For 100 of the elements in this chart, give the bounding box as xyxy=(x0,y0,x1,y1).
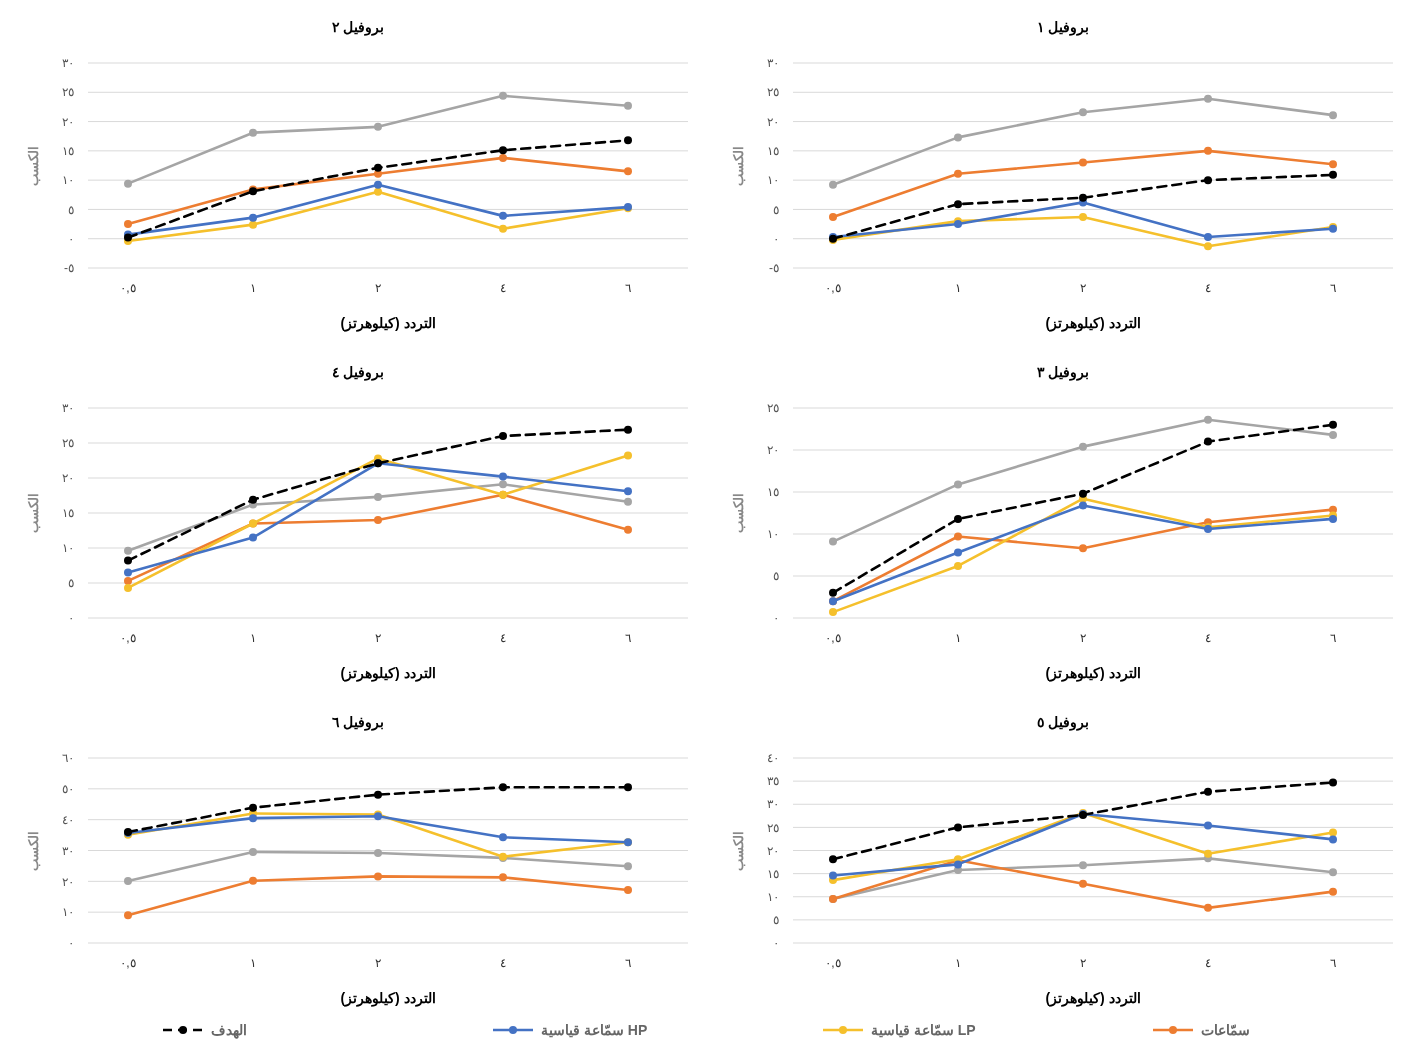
y-tick-label: ٢٠ xyxy=(767,843,779,858)
point xyxy=(954,860,962,869)
point xyxy=(1204,94,1212,103)
point xyxy=(954,169,962,178)
y-tick-label: ١٠ xyxy=(767,889,779,904)
y-tick-label: ٣٥ xyxy=(767,774,779,789)
y-tick-label: ٢٠ xyxy=(62,471,74,486)
y-tick-label: ٠ xyxy=(773,936,779,951)
point xyxy=(954,480,962,489)
point xyxy=(1329,778,1337,787)
point xyxy=(1079,193,1087,202)
point xyxy=(499,873,507,882)
point xyxy=(1329,111,1337,120)
y-tick-label: ٥ xyxy=(68,576,74,591)
point xyxy=(249,814,257,823)
point xyxy=(1079,501,1087,510)
point xyxy=(829,871,837,880)
x-axis-title: التردد (كيلوهرتز) xyxy=(340,315,436,332)
point xyxy=(1329,170,1337,179)
point xyxy=(374,163,382,172)
x-tick-label: ١ xyxy=(250,281,256,295)
y-tick-label: ١٠ xyxy=(62,905,74,920)
legend-label: سمّاعة قياسية HP xyxy=(541,1021,648,1038)
y-tick-label: ٢٥ xyxy=(767,820,779,835)
x-tick-label: ٤ xyxy=(500,631,506,645)
point xyxy=(624,487,632,496)
x-tick-label: ٠,٥ xyxy=(825,956,841,970)
y-tick-label: ١٠ xyxy=(767,527,779,542)
point xyxy=(1329,160,1337,169)
y-tick-label: ٢٠ xyxy=(767,114,779,129)
point xyxy=(829,608,837,617)
chart-title: بروفيل ٣ xyxy=(1036,364,1090,381)
y-tick-label: ٠ xyxy=(68,936,74,951)
x-tick-label: ٦ xyxy=(1330,631,1336,645)
point xyxy=(374,180,382,189)
x-tick-label: ٢ xyxy=(375,281,381,295)
point xyxy=(954,514,962,523)
y-tick-label: ٠ xyxy=(68,611,74,626)
x-tick-label: ٤ xyxy=(1205,281,1211,295)
y-axis-title: الكسب xyxy=(731,145,746,186)
x-tick-label: ٤ xyxy=(1205,956,1211,970)
point xyxy=(124,583,132,592)
y-tick-label: ٠ xyxy=(68,231,74,246)
point xyxy=(499,480,507,489)
point xyxy=(1204,242,1212,251)
x-tick-label: ٤ xyxy=(500,956,506,970)
point xyxy=(1329,835,1337,844)
y-tick-label: ٢٥ xyxy=(767,85,779,100)
point xyxy=(374,872,382,881)
point xyxy=(624,425,632,434)
x-tick-label: ٦ xyxy=(625,281,631,295)
y-axis-title: الكسب xyxy=(26,145,41,186)
y-tick-label: ١٥ xyxy=(767,866,779,881)
point xyxy=(124,179,132,188)
point xyxy=(1204,232,1212,241)
x-tick-label: ٢ xyxy=(1080,281,1086,295)
y-tick-label: ١٥ xyxy=(767,144,779,159)
point xyxy=(954,532,962,541)
point xyxy=(499,472,507,481)
y-tick-label: ٤٠ xyxy=(62,812,74,827)
point xyxy=(374,187,382,196)
x-tick-label: ٢ xyxy=(1080,631,1086,645)
y-tick-label: ١٥ xyxy=(767,485,779,500)
y-tick-label: ٢٥ xyxy=(767,401,779,416)
point xyxy=(1204,176,1212,185)
point xyxy=(1079,861,1087,870)
legend-label: سمّاعات xyxy=(1201,1021,1250,1038)
point xyxy=(1204,849,1212,858)
point xyxy=(624,497,632,506)
y-tick-label: ٥ xyxy=(773,913,779,928)
point xyxy=(829,855,837,864)
point xyxy=(1204,415,1212,424)
point xyxy=(624,101,632,110)
y-tick-label: ٦٠ xyxy=(62,751,74,766)
x-axis-title: التردد (كيلوهرتز) xyxy=(1045,665,1141,682)
y-tick-label: ٥ xyxy=(773,569,779,584)
point xyxy=(249,533,257,542)
x-tick-label: ١ xyxy=(955,281,961,295)
point xyxy=(499,833,507,842)
x-axis-title: التردد (كيلوهرتز) xyxy=(1045,990,1141,1007)
point xyxy=(124,568,132,577)
x-tick-label: ٦ xyxy=(625,956,631,970)
y-tick-label: ٢٠ xyxy=(767,443,779,458)
y-axis-title: الكسب xyxy=(731,830,746,871)
y-tick-label: ١٠ xyxy=(62,541,74,556)
x-tick-label: ١ xyxy=(955,631,961,645)
y-tick-label: -٥ xyxy=(769,261,779,276)
x-tick-label: ٦ xyxy=(1330,956,1336,970)
y-tick-label: ٣٠ xyxy=(767,56,779,71)
point xyxy=(954,823,962,832)
y-tick-label: -٥ xyxy=(64,261,74,276)
point xyxy=(1079,158,1087,167)
point xyxy=(374,122,382,131)
x-tick-label: ٠,٥ xyxy=(825,281,841,295)
y-tick-label: ٣٠ xyxy=(62,843,74,858)
y-tick-label: ٤٠ xyxy=(767,751,779,766)
x-tick-label: ٢ xyxy=(1080,956,1086,970)
point xyxy=(249,876,257,885)
point xyxy=(829,588,837,597)
y-tick-label: ١٥ xyxy=(62,506,74,521)
